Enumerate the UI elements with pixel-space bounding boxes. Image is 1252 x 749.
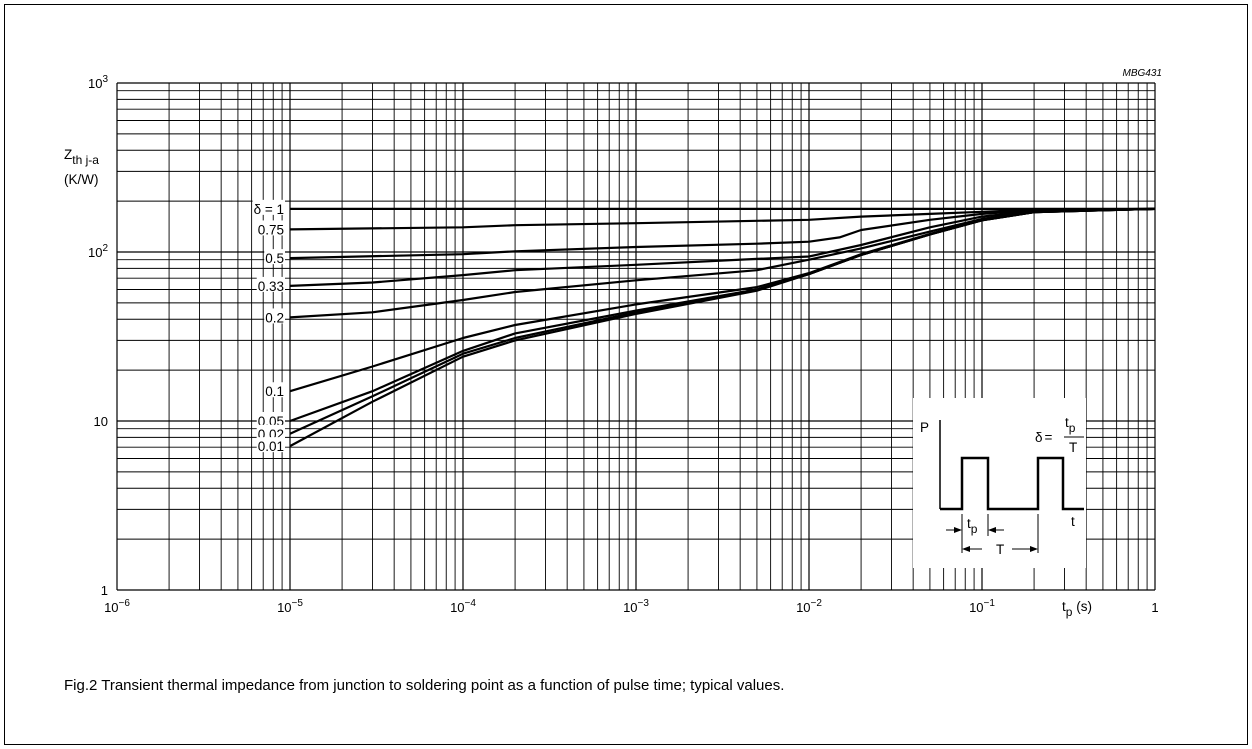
- series-line: [289, 207, 1156, 287]
- series-label: 0.75: [258, 222, 284, 237]
- series-line: [289, 207, 1156, 319]
- x-axis-label-sub: p: [1066, 605, 1073, 619]
- y-tick-labels: 1 10 102 103: [88, 74, 108, 598]
- y-axis-label-sub: th j-a: [72, 153, 99, 167]
- series-label: δ = 1: [254, 202, 284, 217]
- x-tick-label: 10−6: [104, 598, 130, 615]
- pulse-diagram-inset: P t tp T δ = tp T: [913, 398, 1086, 568]
- x-tick-label: 10−5: [277, 598, 303, 615]
- series-line: [289, 207, 1156, 448]
- series-label-background: [256, 276, 285, 292]
- y-axis-label: Zth j-a: [64, 147, 99, 167]
- series-label-background: [264, 308, 285, 324]
- series-label-background: [256, 437, 285, 453]
- inset-background: [913, 398, 1086, 568]
- y-tick-label: 1: [101, 583, 108, 598]
- series-label-background: [256, 220, 285, 236]
- inset-period-arrow-left: [962, 546, 970, 552]
- y-tick-label: 10: [94, 414, 108, 429]
- series-labels: δ = 10.750.50.330.20.10.050.020.01: [252, 199, 285, 454]
- inset-period-label: T: [996, 542, 1004, 557]
- chart-curves: [289, 207, 1156, 448]
- inset-duty-formula-lhs: δ =: [1035, 430, 1053, 445]
- figure-code-label: MBG431: [1123, 68, 1162, 79]
- inset-pulse-train: [940, 456, 1084, 511]
- y-axis-label-main: Z: [64, 147, 72, 162]
- x-axis-label: tp (s): [1062, 599, 1092, 619]
- chart-grid: [116, 82, 1156, 591]
- inset-p-label: P: [920, 420, 929, 435]
- y-tick-label: 102: [88, 243, 108, 260]
- x-tick-labels: 10−6 10−5 10−4 10−3 10−2 10−1 1: [104, 598, 1159, 615]
- series-label-background: [256, 412, 285, 427]
- series-label: 0.2: [265, 310, 284, 325]
- x-axis-label-main: t: [1062, 599, 1066, 614]
- figure-frame: [4, 4, 1248, 745]
- y-tick-label: 103: [88, 74, 108, 91]
- series-line: [289, 207, 1156, 393]
- series-label: 0.5: [265, 251, 284, 266]
- x-tick-label: 10−2: [796, 598, 822, 615]
- y-axis-unit: (K/W): [64, 172, 99, 187]
- x-tick-label: 10−4: [450, 598, 476, 615]
- series-label-background: [264, 382, 285, 398]
- x-axis-label-unit: (s): [1072, 599, 1092, 614]
- inset-t-label: t: [1071, 514, 1075, 529]
- series-line: [289, 207, 1156, 260]
- inset-period-arrow-right: [1030, 546, 1038, 552]
- series-line: [289, 207, 1156, 423]
- x-tick-label: 1: [1151, 600, 1158, 615]
- figure-caption: Fig.2 Transient thermal impedance from j…: [64, 677, 785, 694]
- series-label: 0.33: [258, 279, 284, 294]
- series-label-background: [252, 199, 285, 215]
- series-label-background: [256, 424, 285, 440]
- inset-duty-formula-numerator: tp: [1065, 415, 1076, 435]
- inset-duty-formula-denominator: T: [1069, 440, 1077, 455]
- inset-tp-label: tp: [967, 516, 978, 536]
- x-tick-label: 10−1: [969, 598, 995, 615]
- x-tick-label: 10−3: [623, 598, 649, 615]
- series-label-background: [264, 249, 285, 265]
- series-label: 0.01: [258, 439, 284, 454]
- series-label: 0.1: [265, 384, 284, 399]
- series-line: [289, 207, 1156, 231]
